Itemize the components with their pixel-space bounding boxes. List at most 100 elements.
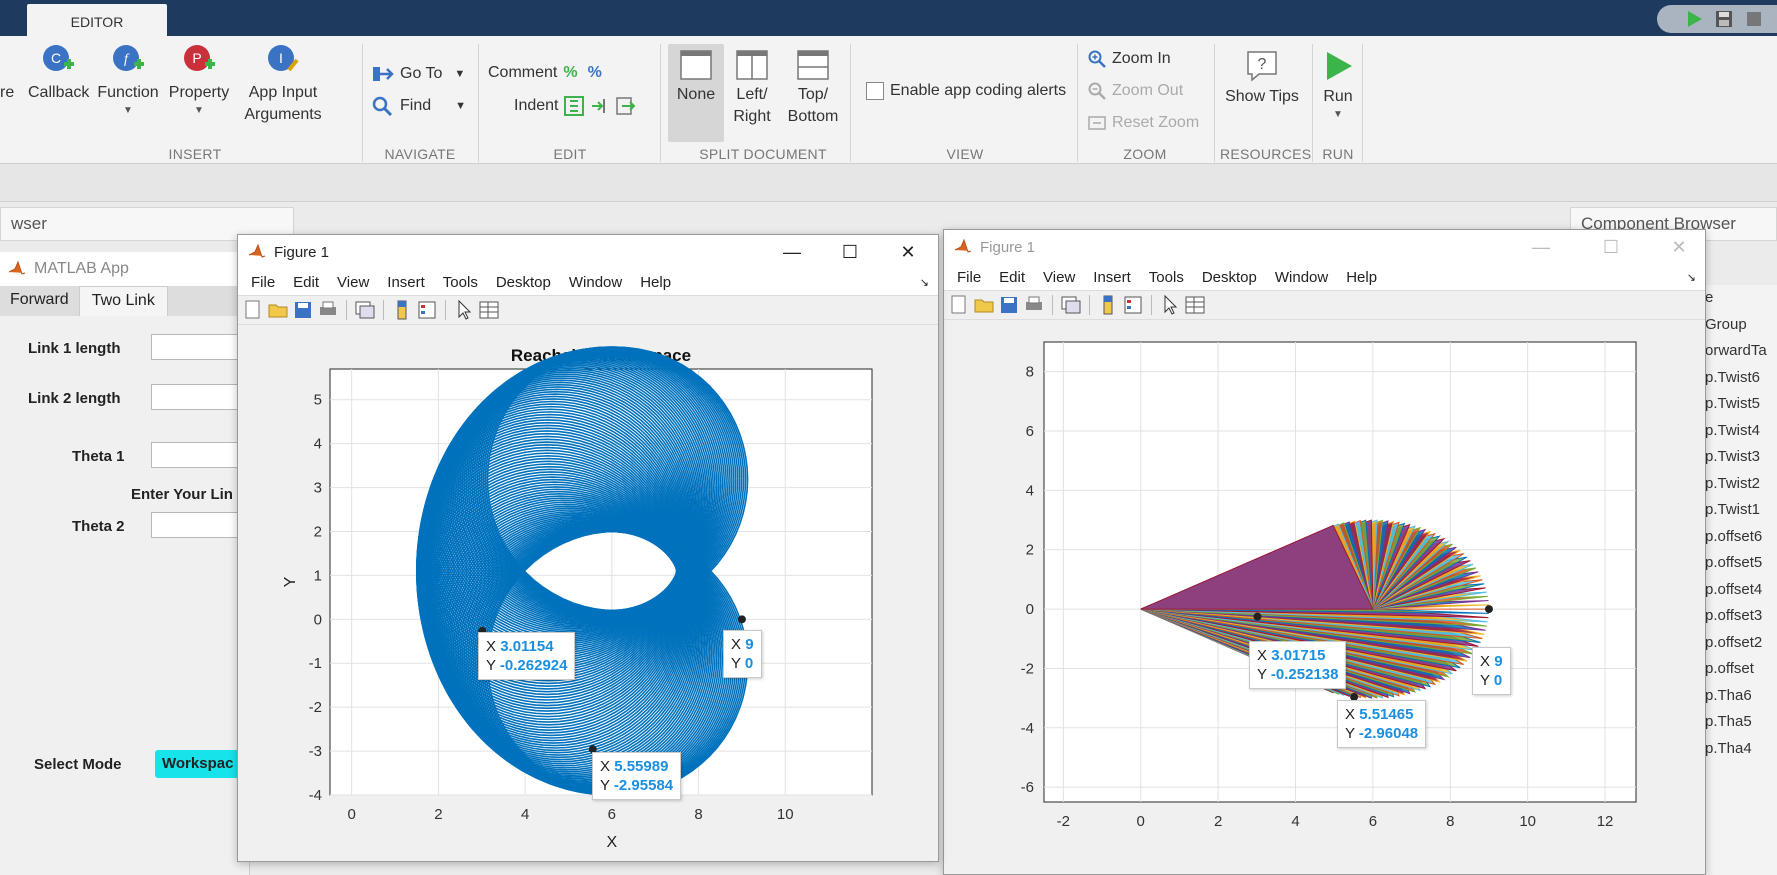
new-figure-icon[interactable]: [948, 294, 970, 316]
open-file-icon[interactable]: [267, 299, 289, 321]
save-quick-icon[interactable]: [1714, 9, 1734, 29]
colorbar-icon[interactable]: [391, 299, 413, 321]
menu-help[interactable]: Help: [640, 273, 672, 291]
reset-zoom-button[interactable]: Reset Zoom: [1088, 114, 1199, 132]
find-button[interactable]: Find ▼: [372, 96, 466, 116]
component-item[interactable]: e: [1705, 289, 1714, 306]
menu-desktop[interactable]: Desktop: [1201, 268, 1257, 286]
maximize-icon[interactable]: ☐: [1602, 236, 1620, 257]
uncomment-icon[interactable]: %: [587, 64, 602, 81]
close-icon[interactable]: ✕: [900, 241, 916, 262]
increase-indent-icon[interactable]: [590, 96, 610, 116]
run-quick-icon[interactable]: [1684, 9, 1704, 29]
colorbar-icon[interactable]: [1097, 294, 1119, 316]
menu-file[interactable]: File: [251, 273, 276, 291]
property-button[interactable]: P Property ▼: [166, 44, 232, 118]
datatip[interactable]: X 5.55989 Y -2.95584: [592, 752, 682, 800]
callback-button[interactable]: C Callback: [28, 44, 89, 104]
datatip[interactable]: X 3.01715 Y -0.252138: [1249, 641, 1347, 689]
dock-arrow-icon[interactable]: ↘: [1686, 271, 1696, 284]
open-file-icon[interactable]: [973, 294, 995, 316]
menu-insert[interactable]: Insert: [1093, 268, 1131, 286]
datatip-marker[interactable]: [737, 615, 746, 624]
print-icon[interactable]: [1023, 294, 1045, 316]
theta2-input[interactable]: [151, 512, 251, 538]
goto-dropdown-icon[interactable]: ▼: [454, 68, 466, 80]
print-icon[interactable]: [317, 299, 339, 321]
pointer-icon[interactable]: [453, 299, 475, 321]
split-none-button[interactable]: None: [668, 44, 724, 142]
menu-insert[interactable]: Insert: [387, 273, 425, 291]
menu-edit[interactable]: Edit: [999, 268, 1026, 286]
link-plot-icon[interactable]: [1060, 294, 1082, 316]
property-inspector-icon[interactable]: [1184, 294, 1206, 316]
goto-button[interactable]: Go To ▼: [372, 64, 465, 84]
datatip-marker[interactable]: [588, 745, 597, 754]
theta1-input[interactable]: [151, 442, 251, 468]
link2-input[interactable]: [151, 384, 251, 410]
component-item[interactable]: p.Twist2: [1705, 474, 1761, 492]
minimize-icon[interactable]: —: [1532, 236, 1550, 257]
find-dropdown-icon[interactable]: ▼: [455, 100, 467, 112]
component-item[interactable]: orwardTa: [1705, 342, 1767, 359]
pointer-icon[interactable]: [1159, 294, 1181, 316]
split-top-bottom-button[interactable]: Top/ Bottom: [782, 50, 844, 128]
legend-icon[interactable]: [416, 299, 438, 321]
property-inspector-icon[interactable]: [478, 299, 500, 321]
dock-arrow-icon[interactable]: ↘: [919, 276, 929, 289]
component-item[interactable]: p.Tha5: [1705, 713, 1752, 730]
component-item[interactable]: p.Twist4: [1705, 421, 1761, 439]
tab-forward[interactable]: Forward: [0, 286, 79, 316]
menu-window[interactable]: Window: [568, 273, 623, 291]
datatip-marker[interactable]: [1484, 605, 1493, 614]
component-item[interactable]: p.Tha4: [1705, 739, 1752, 757]
menu-view[interactable]: View: [337, 273, 370, 291]
zoom-out-button[interactable]: Zoom Out: [1088, 82, 1183, 100]
menu-desktop[interactable]: Desktop: [495, 273, 551, 291]
datatip-marker[interactable]: [1253, 612, 1262, 621]
tab-two-link[interactable]: Two Link: [78, 286, 168, 316]
datatip[interactable]: X 5.51465 Y -2.96048: [1337, 700, 1427, 748]
menu-tools[interactable]: Tools: [1148, 268, 1184, 286]
component-item[interactable]: p.Twist6: [1705, 368, 1761, 386]
function-button[interactable]: f Function ▼: [96, 44, 160, 118]
component-item[interactable]: p.Tha6: [1705, 686, 1752, 704]
save-icon[interactable]: [998, 294, 1020, 316]
comment-button[interactable]: Comment % %: [488, 64, 602, 82]
smart-indent-icon[interactable]: [564, 96, 585, 116]
datatip[interactable]: X 3.01154 Y -0.262924: [478, 632, 576, 680]
link1-input[interactable]: [151, 334, 251, 360]
component-item[interactable]: p.Twist1: [1705, 501, 1761, 518]
link-plot-icon[interactable]: [354, 299, 376, 321]
component-item[interactable]: p.offset4: [1705, 580, 1763, 598]
menu-window[interactable]: Window: [1274, 268, 1329, 286]
show-tips-button[interactable]: ? Show Tips: [1222, 50, 1302, 108]
run-dropdown-icon[interactable]: ▼: [1333, 109, 1343, 120]
history-quick-icon[interactable]: [1744, 9, 1764, 29]
component-item[interactable]: p.offset: [1705, 660, 1754, 677]
legend-icon[interactable]: [1122, 294, 1144, 316]
save-icon[interactable]: [292, 299, 314, 321]
menu-tools[interactable]: Tools: [442, 273, 478, 291]
component-item[interactable]: p.Twist5: [1705, 395, 1761, 412]
indent-button[interactable]: Indent: [514, 96, 636, 116]
component-item[interactable]: p.offset5: [1705, 554, 1763, 571]
menu-edit[interactable]: Edit: [293, 273, 320, 291]
comment-percent-icon[interactable]: %: [563, 64, 578, 81]
maximize-icon[interactable]: ☐: [841, 241, 859, 262]
alerts-checkbox-row[interactable]: Enable app coding alerts: [866, 82, 1066, 100]
minimize-icon[interactable]: —: [783, 241, 801, 262]
new-figure-icon[interactable]: [242, 299, 264, 321]
component-item[interactable]: p.offset3: [1705, 607, 1763, 624]
split-left-right-button[interactable]: Left/ Right: [724, 50, 780, 128]
property-dropdown-icon[interactable]: ▼: [194, 105, 204, 116]
component-item[interactable]: p.offset6: [1705, 527, 1763, 545]
run-button[interactable]: Run ▼: [1316, 50, 1360, 122]
decrease-indent-icon[interactable]: [616, 96, 636, 116]
zoom-in-button[interactable]: Zoom In: [1088, 50, 1171, 68]
menu-view[interactable]: View: [1043, 268, 1076, 286]
partial-button[interactable]: re: [0, 84, 15, 101]
